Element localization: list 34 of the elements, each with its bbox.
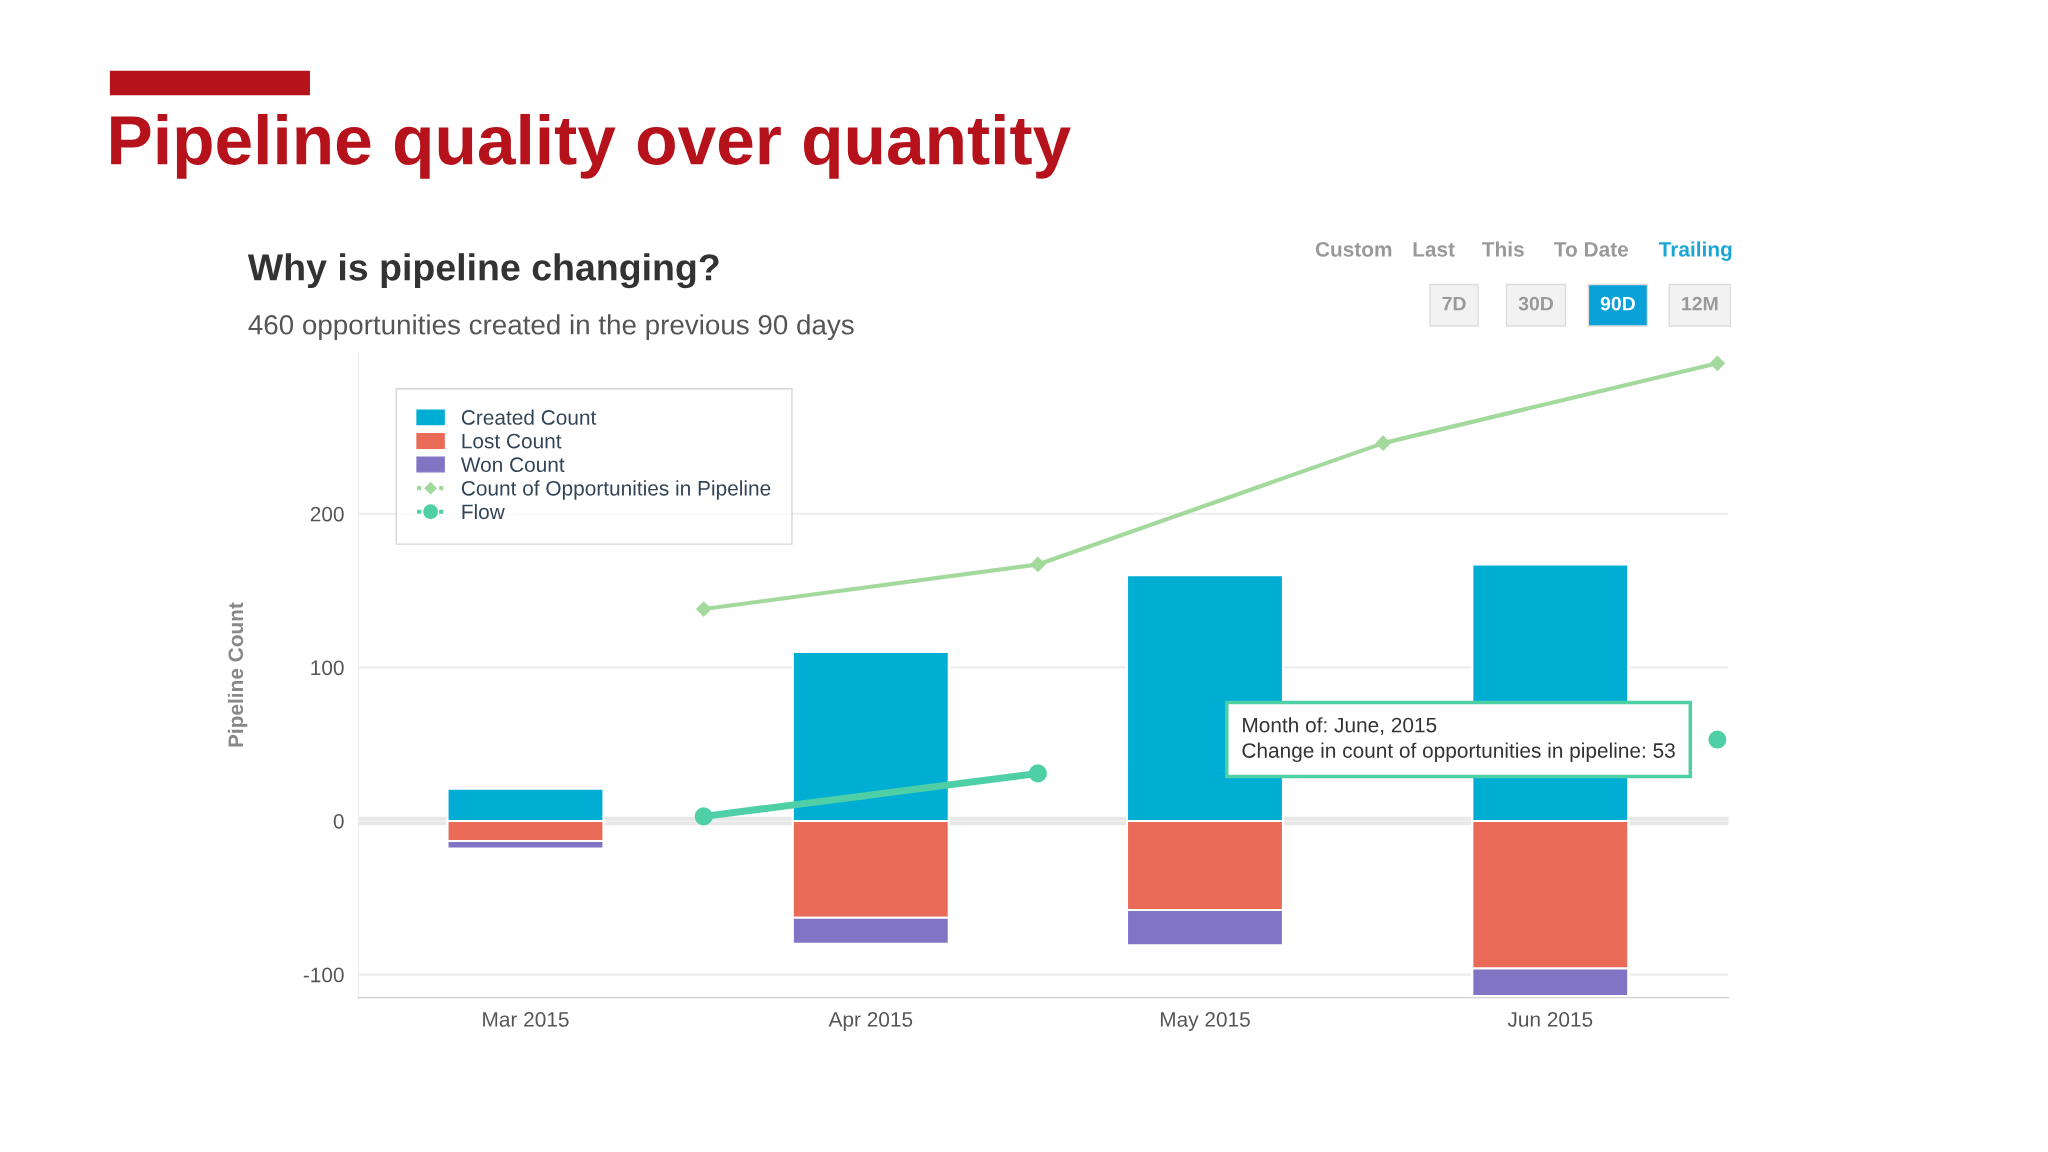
legend-label: Created Count: [461, 409, 597, 425]
x-tick-label: Mar 2015: [483, 1012, 569, 1027]
chart-title: Pipeline quality over quantity: [111, 113, 1071, 179]
text: 7D: [1442, 296, 1466, 311]
legend-label: Flow: [462, 503, 505, 520]
legend-label: Lost Count: [462, 433, 562, 449]
text: This: [1482, 241, 1524, 257]
legend-label: Count of Opportunities in Pipeline: [461, 480, 771, 500]
y-axis-title: Pipeline Count: [227, 602, 248, 747]
annotation: Month of: June, 2015 Change in count of opportunities in pipeline: 53: [1242, 717, 1675, 763]
point: [696, 601, 712, 617]
legend-label: Won Count: [460, 457, 565, 473]
x-tick-label: May 2015: [1160, 1012, 1250, 1031]
chart-subtitle: Why is pipeline changing?: [247, 253, 719, 289]
x-tick-label: Apr 2015: [828, 1012, 913, 1031]
text: Trailing: [1658, 241, 1732, 261]
text: Last: [1413, 242, 1455, 257]
y-tick-label: 100: [311, 660, 344, 676]
text: 30D: [1518, 296, 1554, 311]
y-tick-label: -100: [303, 967, 344, 983]
text: 12M: [1682, 296, 1718, 311]
text: 460 opportunities created in the previous 90 days: [248, 314, 854, 341]
point: [1028, 764, 1047, 783]
text: 90D: [1600, 296, 1635, 311]
point: [1708, 730, 1727, 749]
point: [1375, 435, 1391, 451]
y-tick-label: 200: [310, 506, 344, 522]
y-tick-label: 0: [333, 813, 344, 829]
text: To Date: [1554, 242, 1629, 257]
point: [694, 807, 713, 826]
text: Custom: [1315, 241, 1392, 257]
x-tick-label: Jun 2015: [1507, 1012, 1593, 1027]
point: [1030, 556, 1046, 573]
point: [1709, 355, 1725, 371]
